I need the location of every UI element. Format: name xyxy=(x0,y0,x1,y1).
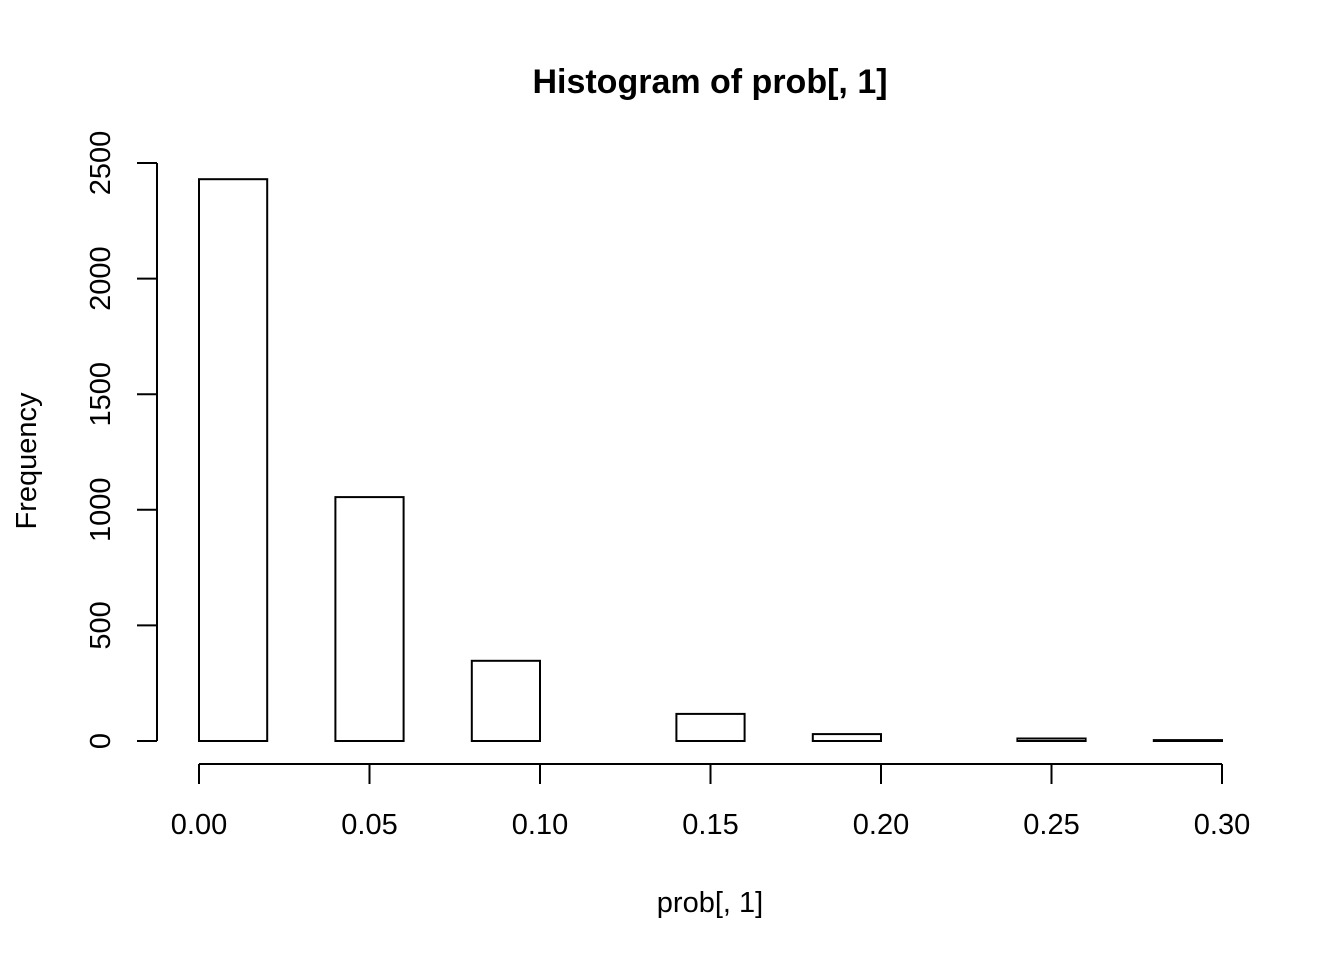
x-axis-label: prob[, 1] xyxy=(657,887,763,919)
y-tick-label: 0 xyxy=(85,733,117,749)
x-tick-label: 0.10 xyxy=(512,809,568,841)
histogram-bar xyxy=(675,712,746,743)
y-tick-label: 500 xyxy=(85,601,117,649)
y-axis: 0 500 1000 1500 2000 2500 xyxy=(85,131,158,749)
histogram-bar xyxy=(198,178,269,742)
x-tick-label: 0.20 xyxy=(853,809,909,841)
histogram-bar xyxy=(811,733,882,742)
chart-title: Histogram of prob[, 1] xyxy=(532,63,887,101)
x-tick-label: 0.30 xyxy=(1194,809,1250,841)
y-tick-label: 2500 xyxy=(85,131,117,196)
x-axis: 0.00 0.05 0.10 0.15 0.20 0.25 0.30 xyxy=(171,763,1250,841)
y-tick-label: 1000 xyxy=(85,478,117,543)
x-tick-label: 0.00 xyxy=(171,809,227,841)
histogram-bar xyxy=(334,496,405,742)
histogram-bar xyxy=(470,659,541,742)
x-tick-label: 0.15 xyxy=(682,809,738,841)
x-tick-label: 0.05 xyxy=(341,809,397,841)
bar-group xyxy=(198,178,1224,743)
histogram-bar xyxy=(1016,737,1087,742)
y-tick-label: 1500 xyxy=(85,362,117,427)
y-axis-label: Frequency xyxy=(11,392,43,530)
y-tick-label: 2000 xyxy=(85,246,117,311)
histogram-bar xyxy=(1152,739,1224,742)
x-tick-label: 0.25 xyxy=(1023,809,1079,841)
